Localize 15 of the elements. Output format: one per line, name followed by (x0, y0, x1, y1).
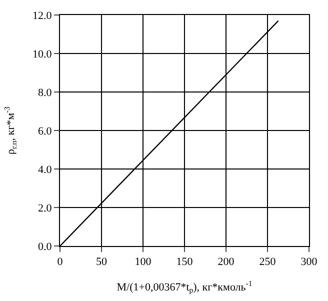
x-tick-label: 300 (300, 256, 318, 268)
x-tick-label: 100 (134, 256, 152, 268)
x-tick-label: 50 (96, 256, 108, 268)
x-tick-label: 0 (57, 256, 64, 268)
x-tick-label: 200 (218, 256, 235, 268)
y-tick-label: 4.0 (38, 164, 52, 176)
y-tick-label: 2.0 (38, 202, 52, 214)
y-tick-label: 12.0 (32, 10, 52, 22)
y-tick-label: 10.0 (32, 48, 52, 60)
y-tick-label: 8.0 (38, 86, 52, 99)
x-tick-label: 150 (176, 256, 194, 268)
y-tick-label: 0.0 (38, 240, 52, 253)
y-tick-label: 6.0 (38, 125, 52, 138)
x-axis-title: M/(1+0,00367*t$_{р}$), кг*кмоль$^{-1}$ (116, 278, 252, 295)
x-tick-label: 250 (259, 256, 276, 268)
